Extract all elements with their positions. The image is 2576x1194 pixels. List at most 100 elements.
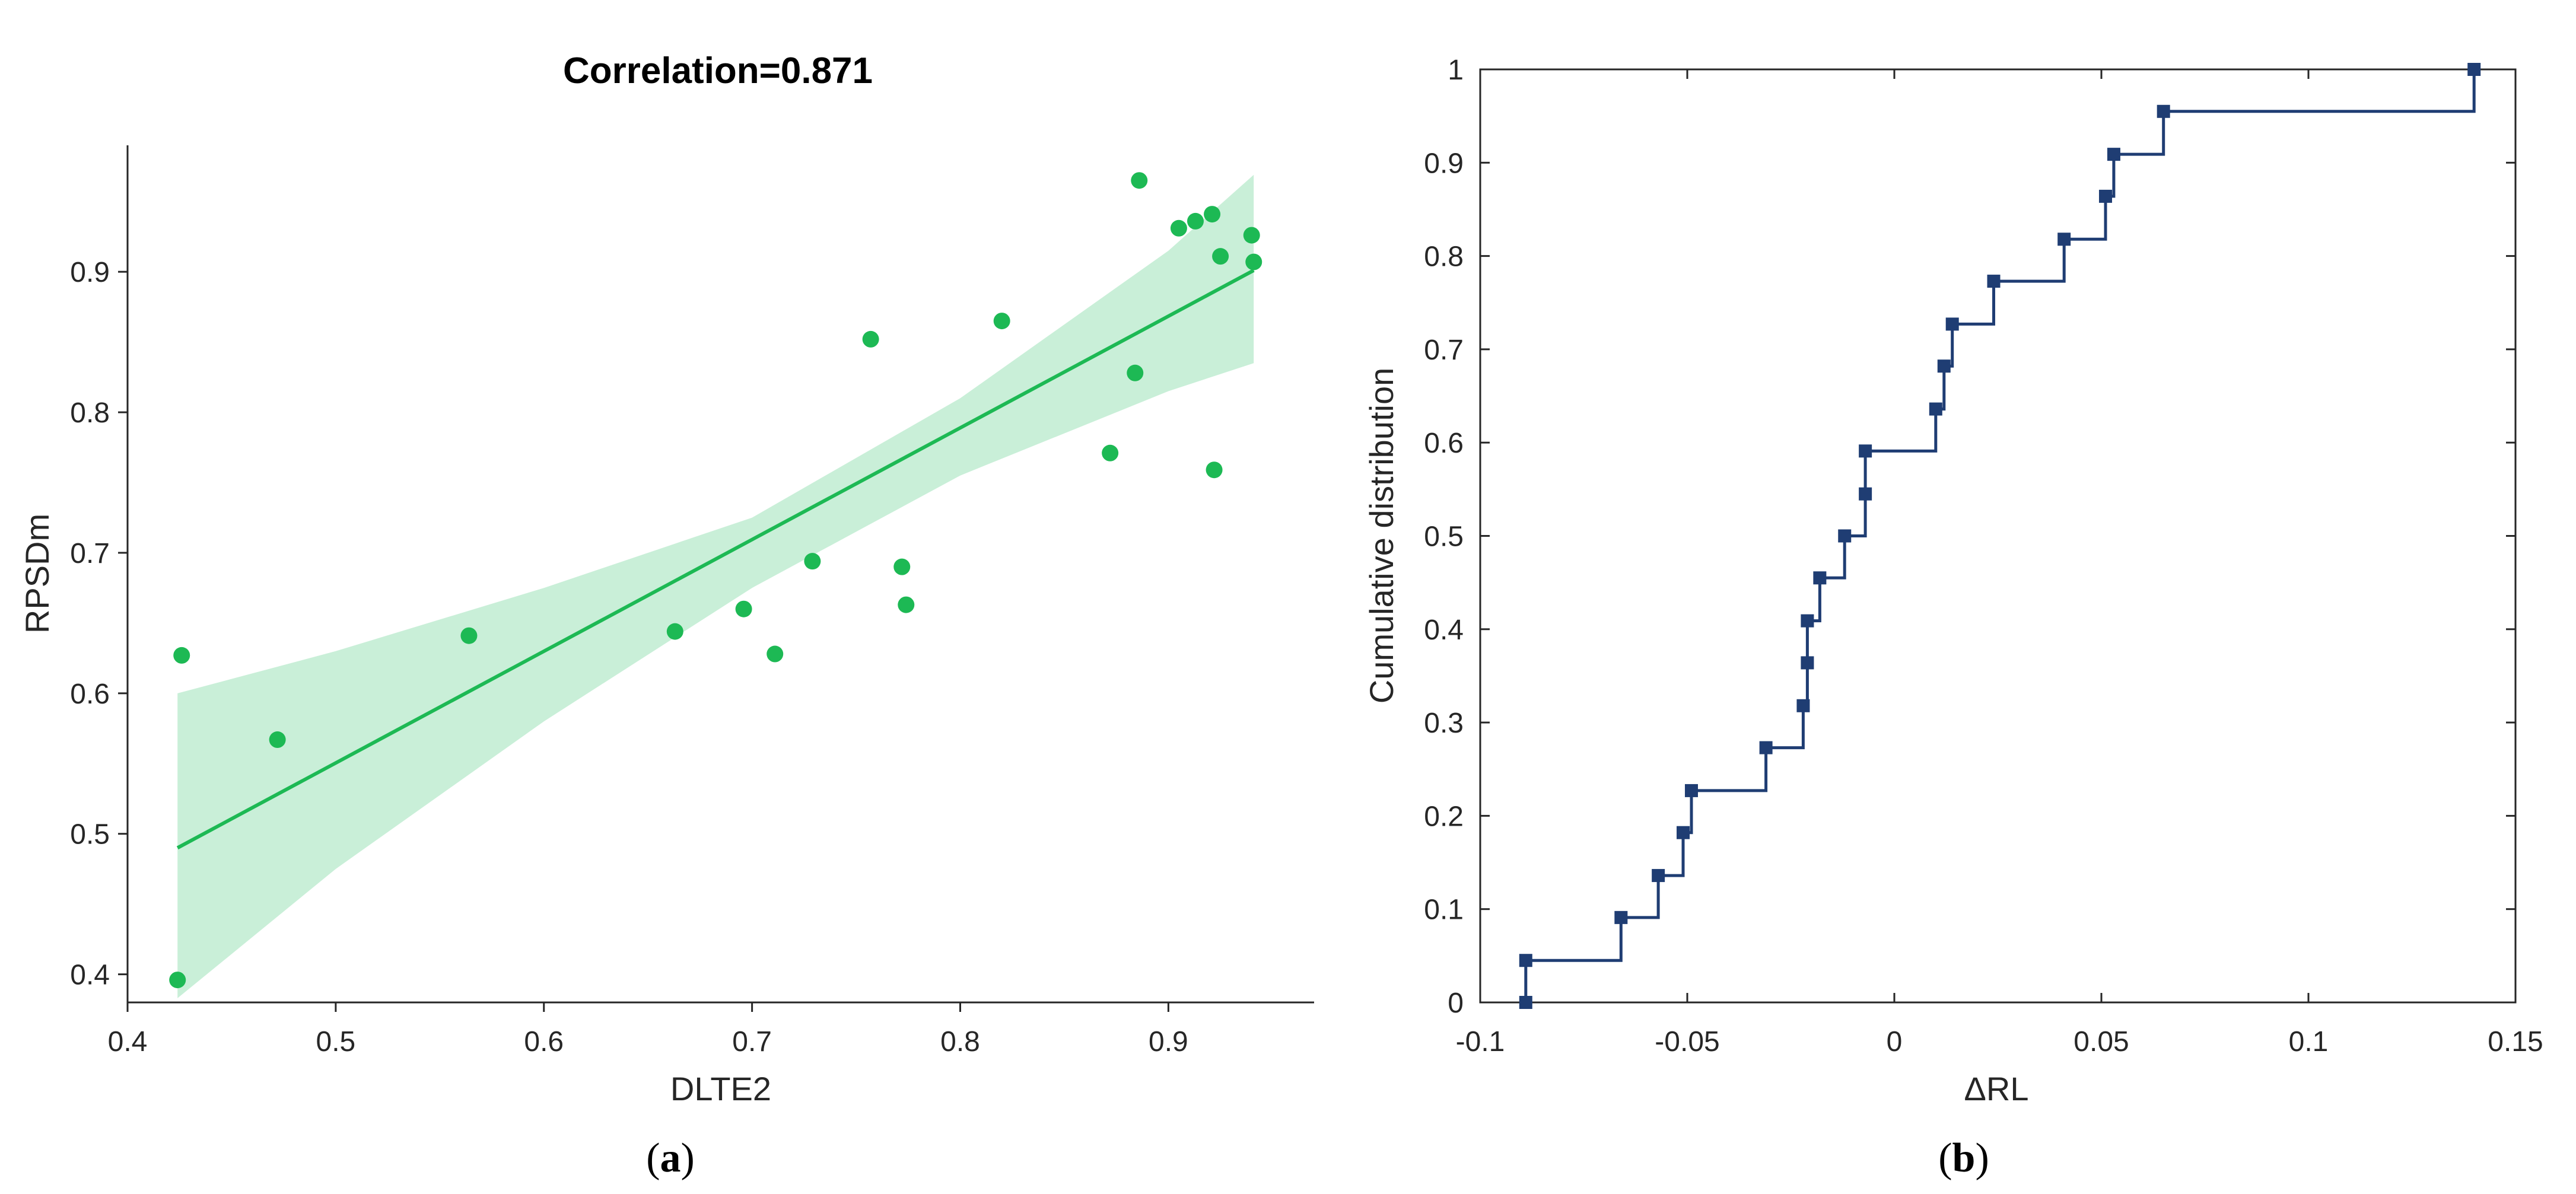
scatter-point [767,645,784,663]
panel-label-b-letter: b [1952,1135,1976,1181]
cdf-marker [1838,529,1852,543]
y-tick-label: 0.4 [70,960,110,991]
cdf-marker [1937,359,1951,373]
y-tick-label: 0.8 [70,397,110,429]
fit-line [176,269,1255,850]
cdf-marker [1677,826,1690,839]
fit-line-group [176,269,1255,850]
scatter-point [1243,227,1260,244]
cdf-marker [1987,275,2001,288]
scatter-point [1212,248,1229,265]
scatter-points-group [169,172,1262,989]
cdf-marker [2098,189,2112,203]
cdf-marker [1796,699,1810,712]
x-tick-label: 0.7 [732,1026,772,1058]
y-tick-label-b: 0.5 [1424,521,1464,553]
y-axis-label-b: Cumulative distribution [1363,368,1400,703]
y-tick-label-b: 0.6 [1424,428,1464,459]
y-ticks-b: 0 0.1 0.2 0.3 0.4 0.5 0.6 0.7 0.8 0.9 1 [1424,55,2515,1019]
y-ticks-a: 0.4 0.5 0.6 0.7 0.8 0.9 [70,257,128,991]
x-tick-label-b: 0.1 [2289,1026,2329,1058]
cdf-marker [1519,996,1532,1009]
scatter-point [169,972,186,989]
cdf-marker [1652,869,1665,883]
confidence-band [177,174,1254,998]
x-tick-label-b: -0.05 [1655,1026,1719,1058]
x-tick-label: 0.4 [108,1026,148,1058]
scatter-point [666,623,683,640]
cdf-markers-group [1519,63,2481,1009]
scatter-point [993,313,1010,330]
x-tick-label-b: 0 [1887,1026,1903,1058]
y-tick-label-b: 0.4 [1424,614,1464,646]
panel-label-b: (b) [1938,1135,1989,1181]
y-tick-label-b: 0.9 [1424,148,1464,179]
plot-box-b [1479,68,2517,1004]
y-tick-label-b: 0 [1448,988,1464,1019]
y-tick-label: 0.5 [70,819,110,851]
panel-b-cdf: -0.1 -0.05 0 0.05 0.1 0.15 0 0.1 0.2 0.3 0.4 0.5 0.… [1363,55,2543,1181]
cdf-marker [1519,954,1532,967]
y-tick-label-b: 0.1 [1424,894,1464,926]
x-tick-label: 0.5 [316,1026,356,1058]
scatter-point [1204,206,1221,223]
chart-title: Correlation=0.871 [563,50,873,91]
scatter-point [1131,172,1148,189]
cdf-marker [1929,402,1942,416]
cdf-marker [1684,784,1698,797]
cdf-marker [1801,614,1814,628]
panel-a-scatter: Correlation=0.871 0.4 0.5 0.6 0.7 0.8 0.9 0.4… [18,50,1314,1181]
x-tick-label-b: -0.1 [1456,1026,1505,1058]
scatter-point [1206,461,1223,479]
cdf-step-line-group [1524,69,2476,1002]
y-tick-label-b: 0.8 [1424,241,1464,273]
y-tick-label-b: 1 [1448,55,1464,86]
scatter-point [1170,219,1187,237]
y-axis-label: RPSDm [18,514,56,633]
axes-a [126,145,1314,1004]
scatter-point [173,647,190,664]
x-ticks-a: 0.4 0.5 0.6 0.7 0.8 0.9 [108,1002,1188,1058]
cdf-marker [1813,571,1827,585]
y-tick-label: 0.6 [70,679,110,710]
x-tick-label-b: 0.05 [2073,1026,2129,1058]
x-tick-label-b: 0.15 [2488,1026,2543,1058]
cdf-step-line [1524,69,2476,1002]
y-tick-label: 0.9 [70,257,110,288]
scatter-point [735,600,752,617]
x-axis-label: DLTE2 [670,1070,771,1107]
cdf-marker [1945,317,1959,331]
cdf-marker [1859,487,1872,501]
cdf-marker [2467,63,2481,76]
x-tick-label: 0.8 [940,1026,980,1058]
scatter-point [804,553,821,570]
scatter-point [269,731,286,749]
cdf-marker [1614,910,1628,924]
cdf-marker [2057,233,2071,246]
scatter-point [893,558,911,575]
x-tick-label: 0.9 [1149,1026,1188,1058]
x-tick-label: 0.6 [524,1026,564,1058]
cdf-marker [2107,148,2120,161]
scatter-point [1245,253,1262,270]
x-axis-label-b: ΔRL [1964,1070,2029,1107]
scatter-point [898,596,915,613]
cdf-marker [2157,104,2170,118]
scatter-point [1102,444,1119,461]
scatter-point [1127,364,1144,381]
cdf-marker [1859,444,1872,458]
cdf-marker [1759,741,1773,754]
y-tick-label: 0.7 [70,538,110,569]
panel-label-a-letter: a [660,1135,681,1181]
scatter-point [460,627,478,644]
x-ticks-b: -0.1 -0.05 0 0.05 0.1 0.15 [1456,69,2543,1058]
y-tick-label-b: 0.7 [1424,335,1464,366]
confidence-band-group [177,174,1254,998]
y-tick-label-b: 0.2 [1424,801,1464,832]
cdf-marker [1801,656,1814,670]
scatter-point [862,330,879,348]
scatter-point [1187,212,1204,230]
panel-label-a: (a) [646,1135,695,1181]
y-tick-label-b: 0.3 [1424,708,1464,739]
